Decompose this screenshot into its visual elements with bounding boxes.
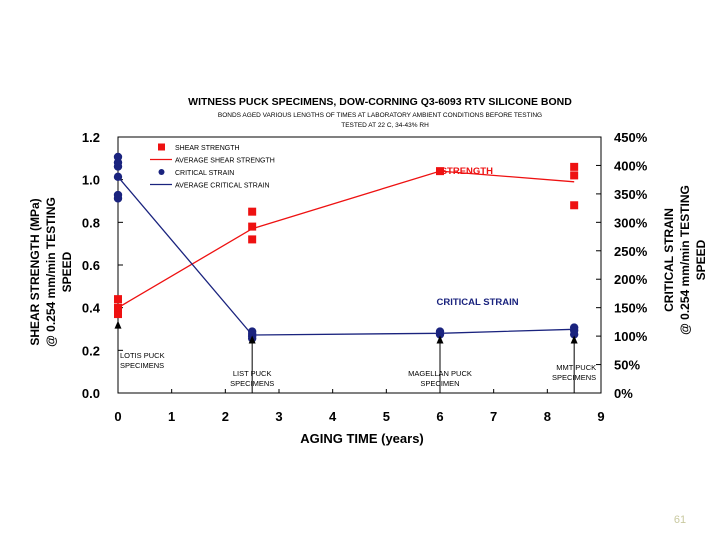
y-right-tick-label: 450% (614, 130, 648, 145)
y-left-tick-label: 0.2 (82, 343, 100, 358)
plot-area: 0.00.20.40.60.81.01.20%50%100%150%200%25… (82, 130, 648, 424)
y-right-tick-label: 350% (614, 187, 648, 202)
annotation-specimen-label: MMT PUCK (556, 363, 596, 372)
x-tick-label: 6 (436, 409, 443, 424)
legend-swatch-square (158, 143, 165, 151)
legend-label: CRITICAL STRAIN (175, 170, 234, 177)
x-tick-label: 5 (383, 409, 390, 424)
y-right-tick-label: 100% (614, 329, 648, 344)
annotation-specimen-label: LOTIS PUCK (120, 351, 165, 360)
data-point-shear-strength (114, 310, 122, 319)
x-tick-label: 9 (597, 409, 604, 424)
data-point-shear-strength (570, 171, 579, 180)
y-left-label-line-1: SHEAR STRENGTH (MPa) (28, 198, 42, 345)
annotation-arrowhead (114, 320, 122, 329)
y-right-tick-label: 200% (614, 272, 648, 287)
data-point-shear-strength (570, 201, 579, 210)
page-number: 61 (673, 514, 687, 526)
series-line-average-shear-strength (117, 170, 575, 309)
y-left-label-line-2: @ 0.254 mm/min TESTING (44, 197, 58, 347)
data-point-shear-strength (436, 167, 444, 176)
y-right-label-line-2: @ 0.254 mm/min TESTING (678, 185, 692, 335)
annotation-specimen-label: SPECIMENS (230, 379, 274, 388)
data-point-shear-strength (248, 235, 257, 244)
legend-label: AVERAGE SHEAR STRENGTH (175, 158, 275, 165)
y-right-label-line-3: SPEED (694, 239, 708, 280)
chart-titles: WITNESS PUCK SPECIMENS, DOW-CORNING Q3-6… (188, 96, 572, 129)
right-axis-label: CRITICAL STRAIN @ 0.254 mm/min TESTING S… (662, 185, 708, 335)
data-point-shear-strength (114, 303, 122, 312)
legend-label: AVERAGE CRITICAL STRAIN (175, 183, 270, 190)
chart-subtitle-line-1: BONDS AGED VARIOUS LENGTHS OF TIMES AT L… (218, 112, 542, 119)
legend-swatch-circle (158, 169, 165, 175)
annotation-arrowhead (248, 335, 256, 344)
annotation-specimen-label: SPECIMENS (552, 373, 596, 382)
data-point-critical-strain (435, 327, 445, 336)
legend-label: SHEAR STRENGTH (175, 145, 240, 152)
x-tick-label: 8 (544, 409, 551, 424)
y-left-tick-label: 0.6 (82, 258, 100, 273)
annotation-specimen-label: SPECIMENS (120, 361, 164, 370)
data-point-shear-strength (570, 162, 579, 171)
annotation-arrowhead (570, 335, 578, 344)
y-left-tick-label: 0.8 (82, 215, 100, 230)
y-right-tick-label: 0% (614, 386, 633, 401)
legend: SHEAR STRENGTH AVERAGE SHEAR STRENGTH CRIT… (150, 143, 275, 190)
y-left-tick-label: 1.2 (82, 130, 100, 145)
x-tick-label: 7 (490, 409, 497, 424)
data-point-shear-strength (248, 207, 257, 216)
y-left-tick-label: 1.0 (82, 173, 100, 188)
y-right-tick-label: 50% (614, 358, 640, 373)
data-point-shear-strength (248, 222, 257, 231)
data-point-critical-strain (113, 152, 123, 162)
y-left-label-line-3: SPEED (60, 251, 74, 292)
data-point-critical-strain (113, 190, 123, 200)
data-point-critical-strain (569, 323, 579, 332)
y-left-tick-label: 0.4 (82, 301, 101, 316)
y-right-label-line-1: CRITICAL STRAIN (662, 208, 676, 312)
x-tick-label: 4 (329, 409, 337, 424)
data-point-critical-strain (113, 172, 123, 182)
annotation-label: CRITICAL STRAIN (436, 297, 518, 308)
data-point-critical-strain (247, 327, 257, 336)
chart-subtitle-line-2: TESTED AT 22 C, 34-43% RH (341, 122, 429, 129)
annotation-arrowhead (436, 335, 444, 344)
x-axis-label: AGING TIME (years) (300, 431, 424, 446)
y-right-tick-label: 300% (614, 215, 648, 230)
annotation-specimen-label: MAGELLAN PUCK (408, 369, 472, 378)
y-right-tick-label: 250% (614, 244, 648, 259)
y-right-tick-label: 150% (614, 301, 648, 316)
left-axis-label: SHEAR STRENGTH (MPa) @ 0.254 mm/min TEST… (28, 197, 74, 347)
annotation-specimen-label: LIST PUCK (233, 369, 272, 378)
x-tick-label: 3 (275, 409, 282, 424)
x-tick-label: 1 (168, 409, 175, 424)
annotation-label: STRENGTH (441, 166, 493, 177)
x-tick-label: 2 (222, 409, 229, 424)
x-tick-label: 0 (114, 409, 121, 424)
data-point-shear-strength (114, 295, 122, 304)
y-right-tick-label: 400% (614, 158, 648, 173)
annotation-specimen-label: SPECIMEN (420, 379, 459, 388)
y-left-tick-label: 0.0 (82, 386, 100, 401)
series-line-average-critical-strain (117, 176, 575, 336)
chart-title: WITNESS PUCK SPECIMENS, DOW-CORNING Q3-6… (188, 96, 572, 108)
